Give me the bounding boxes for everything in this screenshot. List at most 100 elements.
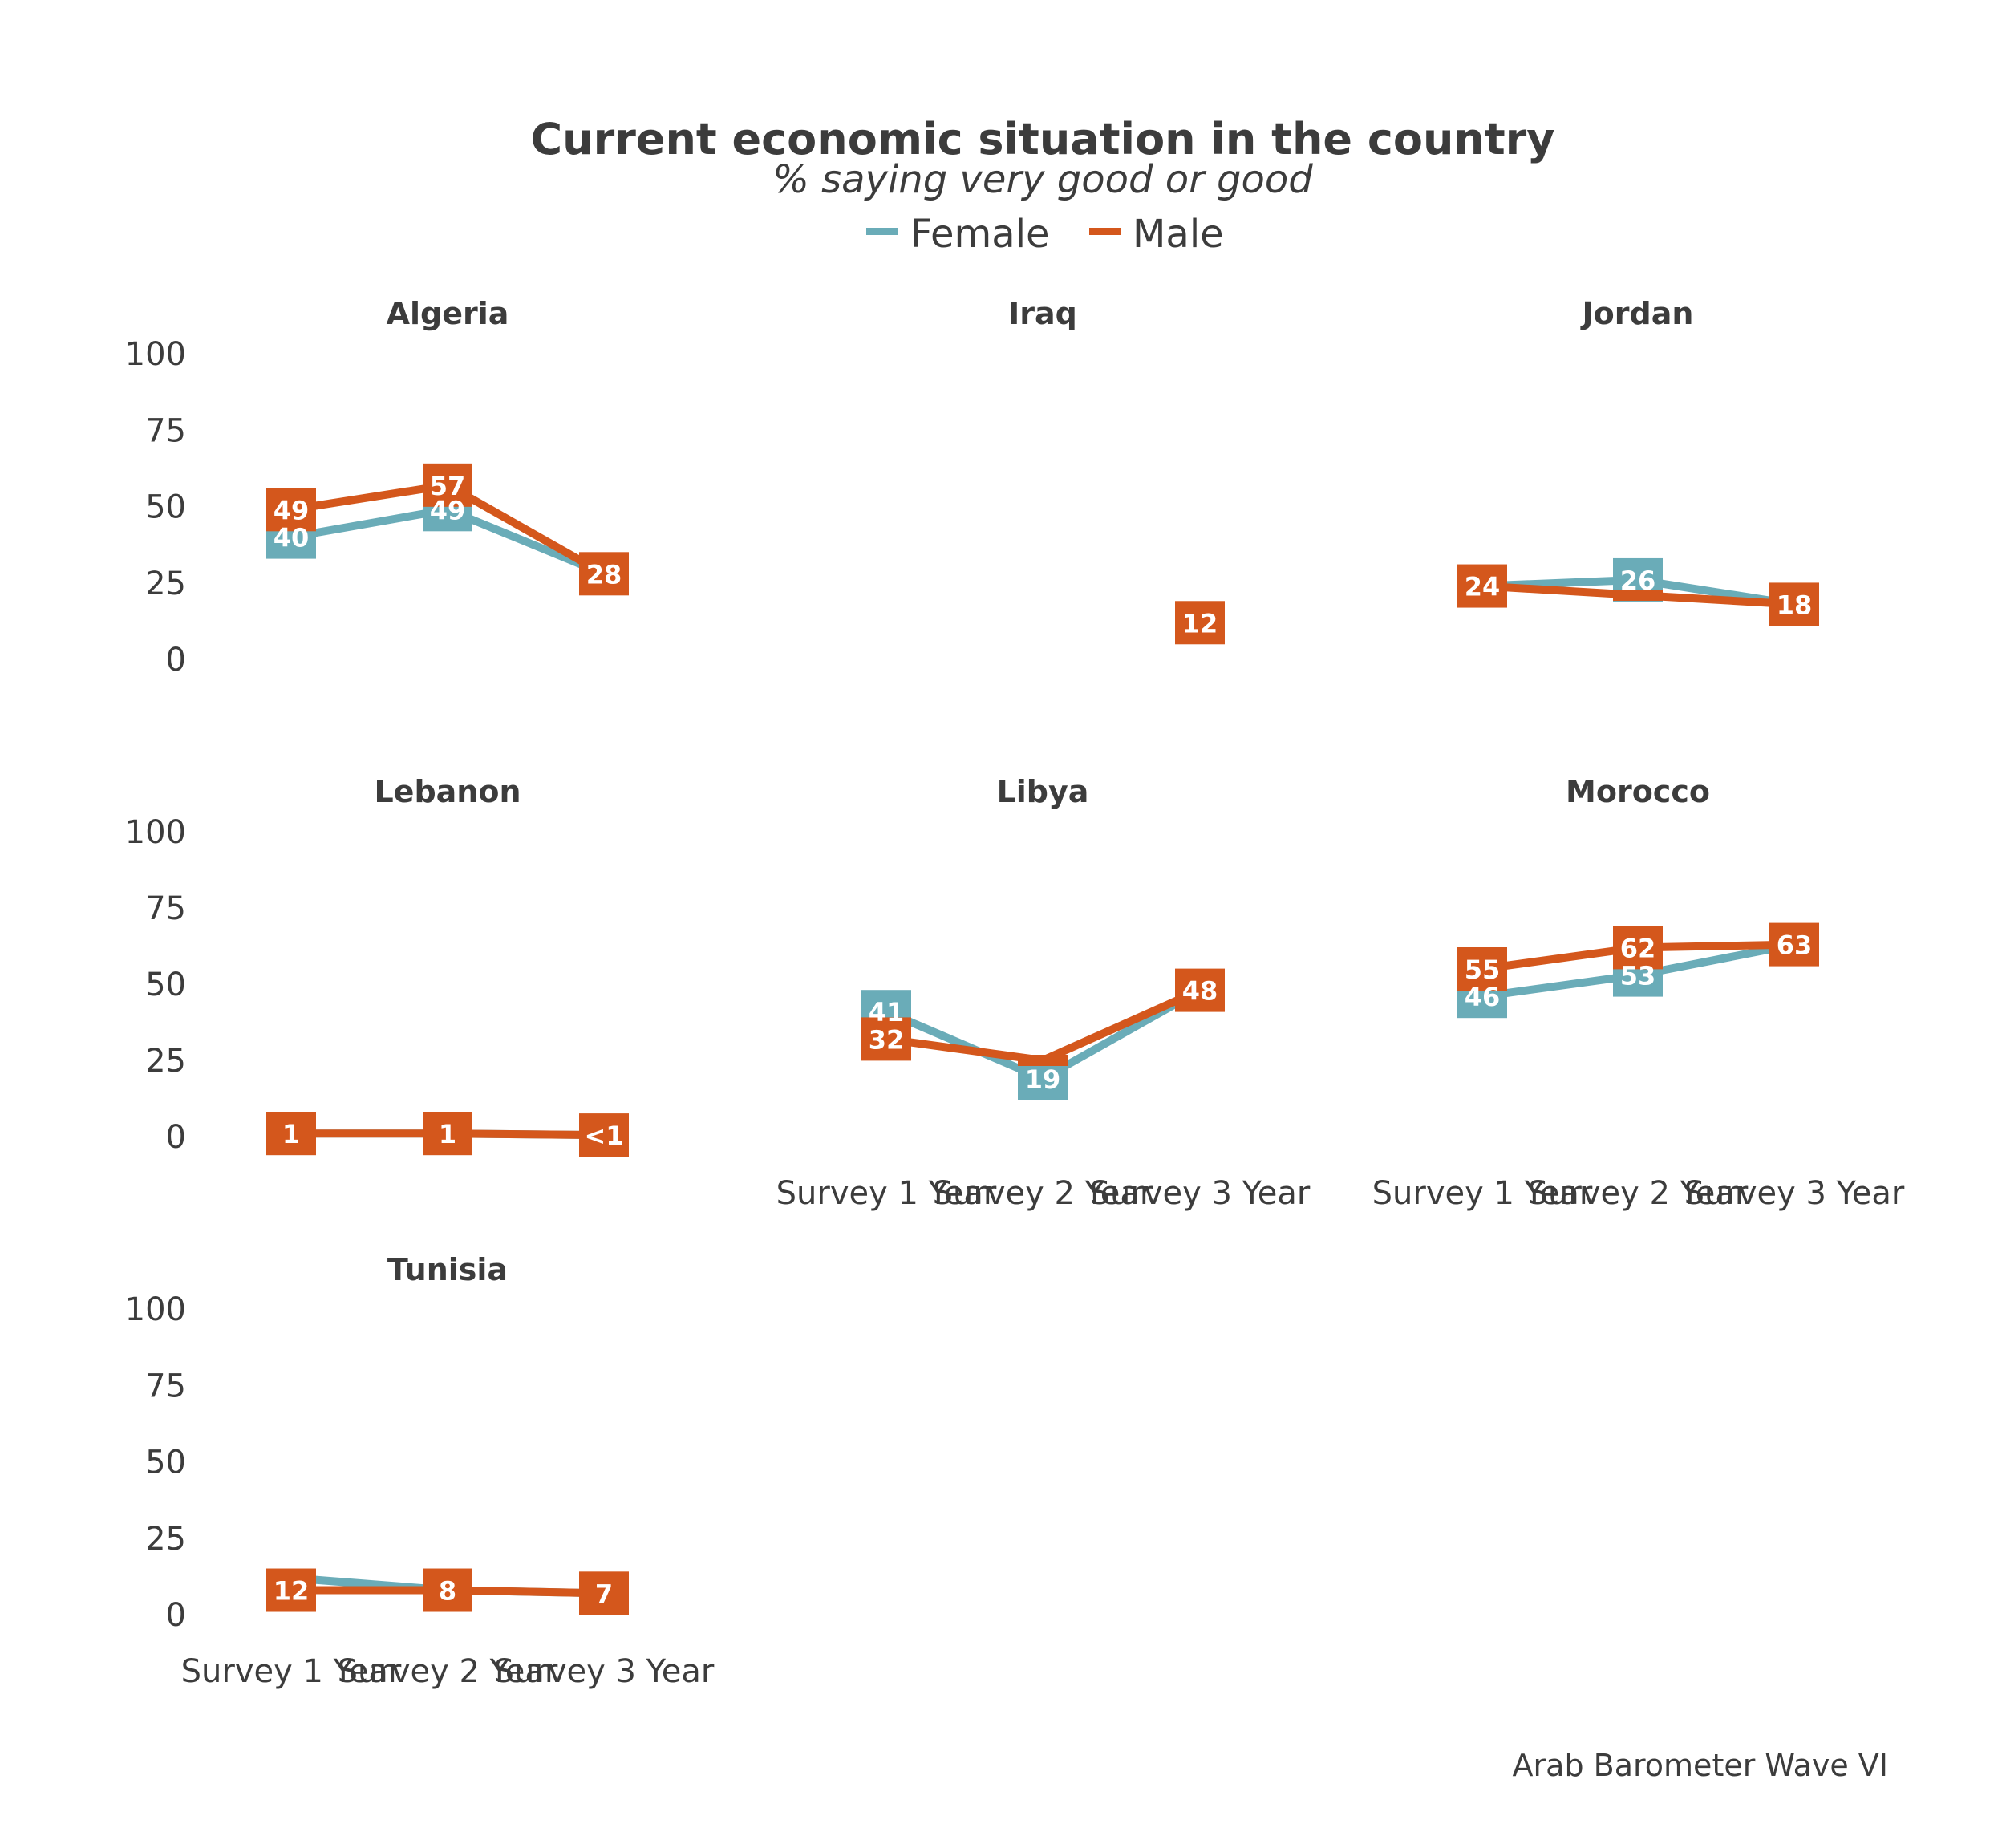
series-male-lebanon [266,1112,629,1157]
data-label: 18 [1777,590,1813,620]
data-label: 28 [586,559,622,590]
x-tick-label: Survey 2 Year [338,1653,558,1690]
legend-label-female: Female [910,212,1050,257]
panel-title-libya: Libya [997,774,1089,809]
data-point-male [579,1113,629,1157]
data-point-male [579,1571,629,1615]
y-tick-label: 25 [145,1521,186,1558]
y-tick-label: 50 [145,967,186,1003]
series-male-morocco [1457,922,1819,991]
panel-lebanon: Lebanon 0 25 50 75 100 1 1 <1 [125,774,629,1157]
data-label: 55 [1465,954,1501,985]
data-label: 32 [869,1024,905,1055]
x-tick-label: Survey 3 Year [1090,1175,1311,1212]
x-tick-label: Survey 1 Year [181,1653,402,1690]
data-label: 1 [439,1119,456,1149]
series-line-male [886,987,1202,1064]
series-male-libya [861,968,1225,1066]
data-point-male [1613,926,1663,970]
y-tick-label: 50 [145,1445,186,1481]
x-tick-label: Survey 3 Year [1684,1175,1905,1212]
y-tick-label: 25 [145,565,186,602]
x-tick-label: Survey 3 Year [494,1653,715,1690]
data-label: 48 [1182,976,1218,1007]
data-label: 12 [1182,608,1218,638]
y-tick-label: 75 [145,412,186,449]
y-tick-label: 0 [166,642,186,679]
data-label: 19 [1025,1064,1061,1095]
data-label: 7 [595,1578,613,1609]
legend-item-male: Male [1089,212,1224,257]
legend-label-male: Male [1133,212,1224,257]
data-label: 46 [1465,982,1501,1012]
panel-title-tunisia: Tunisia [387,1252,508,1287]
data-point-male [266,1112,316,1156]
data-label: 41 [869,997,905,1027]
chart-caption: Arab Barometer Wave VI [1513,1748,1888,1783]
y-tick-label: 100 [125,336,186,373]
panel-title-iraq: Iraq [1008,296,1077,331]
data-point-male [423,1568,472,1612]
data-point-male [1769,922,1819,967]
y-tick-label: 100 [125,1291,186,1328]
data-label: 53 [1620,961,1656,991]
y-tick-label: 0 [166,1119,186,1156]
y-tick-label: 0 [166,1597,186,1634]
data-point-male [266,1568,316,1612]
data-label: 8 [439,1576,456,1607]
series-male-algeria [266,463,629,596]
data-point-male [579,552,629,596]
x-tick-label: Survey 1 Year [1372,1175,1593,1212]
data-label: 57 [430,471,466,501]
data-point-male [861,1017,911,1061]
data-label: 1 [282,1119,300,1149]
data-point-male [1175,968,1225,1012]
data-label: 63 [1777,930,1813,961]
data-point-male [266,488,316,532]
data-label: 12 [274,1576,310,1607]
y-tick-label: 25 [145,1043,186,1080]
data-point-male [1457,564,1507,608]
y-tick-label: 75 [145,890,186,927]
data-point-male [1613,589,1663,601]
data-label: <1 [584,1121,623,1151]
data-label: 62 [1620,933,1656,963]
series-male-jordan [1457,564,1819,626]
panel-title-morocco: Morocco [1566,774,1710,809]
y-tick-label: 75 [145,1368,186,1404]
panel-jordan: Jordan 24 26 18 [1457,296,1819,626]
chart-subtitle: % saying very good or good [772,157,1313,202]
x-tick-label: Survey 2 Year [1528,1175,1749,1212]
panel-title-jordan: Jordan [1580,296,1694,331]
data-point-male [1457,947,1507,991]
x-tick-label: Survey 1 Year [776,1175,997,1212]
panel-title-lebanon: Lebanon [374,774,521,809]
data-point-male [1769,582,1819,626]
panel-iraq: Iraq 12 [1008,296,1225,645]
series-male-tunisia [266,1568,629,1615]
x-tick-label: Survey 2 Year [933,1175,1153,1212]
data-label: 40 [274,523,310,553]
data-point-male [423,463,472,507]
data-point-male [423,1112,472,1156]
data-point-male [1018,1055,1068,1066]
legend-item-female: Female [866,212,1050,257]
data-label: 24 [1465,572,1501,602]
legend-swatch-female [866,228,898,235]
data-point-male [1175,601,1225,645]
data-label: 49 [274,495,310,525]
panel-title-algeria: Algeria [387,296,509,331]
series-male-iraq [1175,601,1225,645]
data-label: 49 [430,495,466,525]
data-label: 26 [1620,565,1656,596]
chart-title: Current economic situation in the countr… [531,114,1555,164]
legend-swatch-male [1089,228,1121,235]
y-tick-label: 50 [145,489,186,526]
y-tick-label: 100 [125,814,186,851]
panels: Algeria02550751004049495728Iraq12Jordan2… [125,296,1905,1690]
